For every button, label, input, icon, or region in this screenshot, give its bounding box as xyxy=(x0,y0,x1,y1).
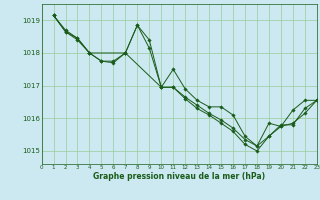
X-axis label: Graphe pression niveau de la mer (hPa): Graphe pression niveau de la mer (hPa) xyxy=(93,172,265,181)
